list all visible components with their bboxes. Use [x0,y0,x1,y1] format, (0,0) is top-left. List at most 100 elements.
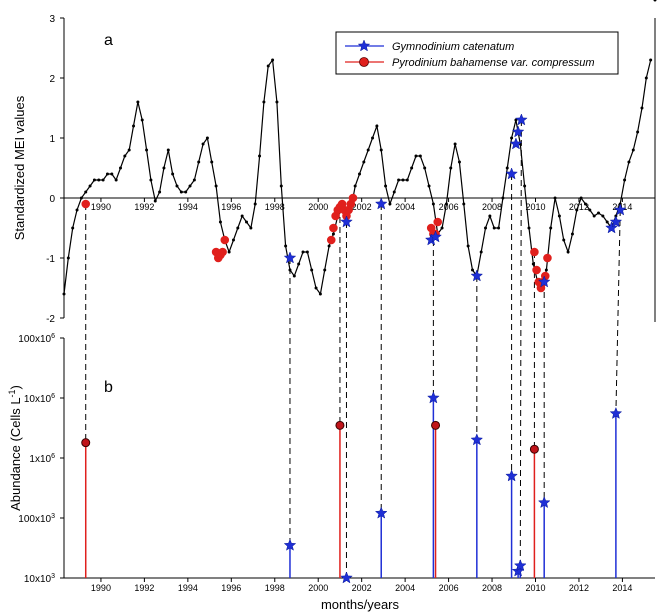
x-tick-label: 1990 [91,583,111,593]
mei-point [110,172,114,176]
mei-point [358,172,361,176]
gymnodinium-abundance-point [374,506,388,519]
mei-point [88,184,92,188]
mei-point [231,238,235,242]
y-tick-label: 1x106 [29,453,55,465]
panel-a: -2 -1 0 1 2 3 1990 1992 1994 1996 1998 2000 2002 200… [12,0,657,578]
mei-point [449,166,453,170]
mei-point [92,178,96,182]
y-tick-label: 0 [49,194,55,205]
mei-point [570,232,574,236]
panel-a-y-axis-title: Standardized MEI values [12,95,27,240]
mei-point [444,202,448,206]
mei-point [258,154,262,158]
mei-point [388,202,392,206]
pyrodinium-mei-point [218,247,227,257]
pyrodinium-mei-point [532,265,541,275]
x-tick-label: 1998 [265,583,285,593]
x-tick-label: 1994 [178,202,198,212]
x-tick-label: 2012 [569,583,589,593]
pyrodinium-mei-point [81,199,91,209]
y-tick-label: 100x106 [18,333,55,345]
x-tick-label: 2012 [569,202,589,212]
mei-point [249,226,253,230]
y-tick-label: 10x103 [24,573,55,585]
x-tick-label: 2014 [612,202,632,212]
mei-point [105,172,109,176]
mei-point [501,196,505,200]
mei-point [457,160,461,164]
mei-point [384,184,388,188]
x-tick-label: 1996 [221,202,241,212]
mei-point [79,196,83,200]
mei-point [371,136,375,140]
mei-point [323,268,327,272]
mei-point [279,184,283,188]
mei-point [310,268,314,272]
mei-point [414,154,418,158]
mei-point [240,214,244,218]
mei-point [292,274,296,278]
x-tick-label: 1990 [91,202,111,212]
x-tick-label: 2010 [525,202,545,212]
pyrodinium-mei-point [329,223,338,233]
mei-point [479,250,483,254]
y-tick-label: 3 [49,14,55,25]
pyrodinium-abundance-point [431,420,441,430]
x-tick-label: 2008 [482,202,502,212]
mei-point [140,118,144,122]
mei-point [84,190,88,194]
y-tick-label: 2 [49,74,55,85]
mei-point [158,190,162,194]
gymnodinium-mei-point [429,230,442,243]
mei-point [192,178,196,182]
y-tick-label: 10x106 [24,393,55,405]
panel-b-label: b [104,379,113,396]
mei-point [566,250,570,254]
pyrodinium-mei-point [220,235,230,245]
mei-point [305,250,309,254]
pyrodinium-abundance-point [81,438,91,448]
x-tick-label: 2000 [308,202,328,212]
gymnodinium-abundance-point [470,433,484,446]
mei-point [97,178,101,182]
mei-point [145,148,149,152]
mei-point [171,172,175,176]
mei-point [297,262,301,266]
mei-point [601,214,605,218]
x-tick-label: 2004 [395,583,415,593]
y-tick-label: 1 [49,134,55,145]
mei-point [123,154,127,158]
mei-point [214,184,218,188]
mei-point [623,178,627,182]
mei-point [405,178,409,182]
mei-point [649,58,653,62]
mei-point [118,166,122,170]
mei-point [497,226,501,230]
gymnodinium-mei-markers [283,113,627,288]
mei-point [488,214,492,218]
mei-point [375,124,379,128]
mei-point [179,190,183,194]
x-tick-label: 2000 [308,583,328,593]
mei-point [162,166,166,170]
mei-point [527,226,531,230]
panel-a-label: a [104,32,113,49]
mei-point [579,196,583,200]
dashed-guide-lines [85,119,621,578]
gymnodinium-abundance-point [609,406,623,419]
mei-point [397,178,401,182]
gymnodinium-abundance-point [513,559,527,572]
pyrodinium-mei-point [530,247,539,257]
gymnodinium-mei-point [609,215,623,228]
pyrodinium-mei-point [543,253,552,263]
x-tick-label: 2014 [612,583,632,593]
x-tick-label: 2006 [439,202,459,212]
gymnodinium-mei-point [605,221,618,234]
mei-point [210,160,214,164]
gymnodinium-mei-point [340,215,353,228]
gymnodinium-mei-point [613,203,627,216]
x-tick-label: 2002 [352,202,372,212]
mei-point [484,226,488,230]
mei-point [288,268,292,272]
